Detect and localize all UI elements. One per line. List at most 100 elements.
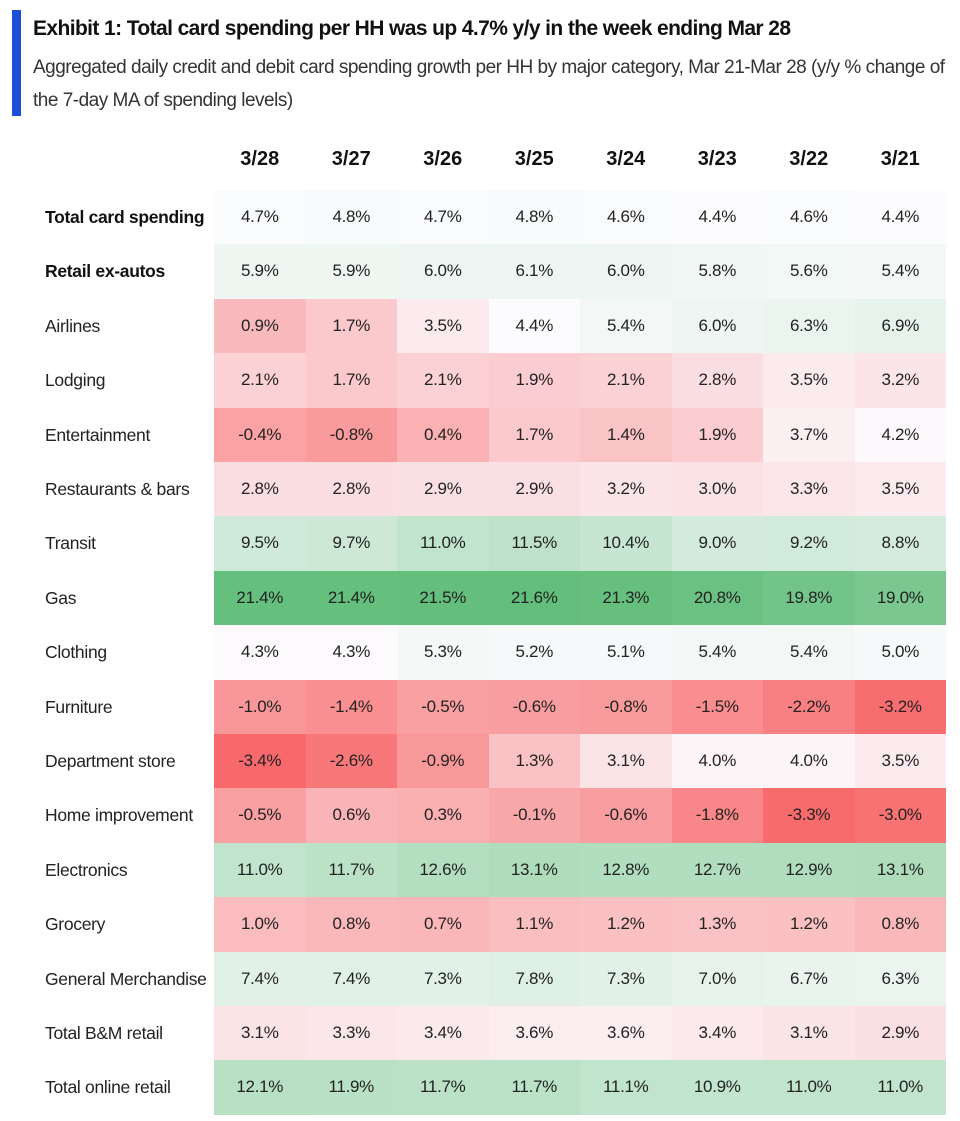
heatmap-cell: 4.6% xyxy=(763,190,855,245)
heatmap-cell: -3.2% xyxy=(854,679,946,734)
heatmap-cell: 12.9% xyxy=(763,842,855,898)
heatmap-cell: 3.1% xyxy=(580,734,672,789)
heatmap-cell: 11.0% xyxy=(397,516,489,571)
heatmap-cell: 5.9% xyxy=(305,244,397,299)
heatmap-cell: 7.0% xyxy=(671,951,763,1006)
row-label: Transit xyxy=(45,533,96,554)
column-header: 3/27 xyxy=(331,148,371,170)
heatmap-cell: 10.9% xyxy=(671,1060,763,1115)
heatmap-cell: -3.3% xyxy=(763,788,855,843)
heatmap-cell: 2.8% xyxy=(305,462,397,517)
heatmap-cell: 2.8% xyxy=(214,462,306,517)
heatmap-cell: -2.2% xyxy=(763,679,855,734)
heatmap-cell: 5.2% xyxy=(488,625,580,680)
heatmap-cell: 4.0% xyxy=(671,734,763,789)
heatmap-cell: 2.1% xyxy=(397,353,489,408)
heatmap-cell: 1.9% xyxy=(671,407,763,462)
heatmap-cell: -0.5% xyxy=(397,679,489,734)
heatmap-cell: 3.4% xyxy=(397,1006,489,1061)
heatmap-cell: -0.8% xyxy=(305,407,397,462)
heatmap-cell: 2.9% xyxy=(488,462,580,517)
row-label: Electronics xyxy=(45,859,128,880)
chart-title: Exhibit 1: Total card spending per HH wa… xyxy=(33,17,791,40)
column-header: 3/23 xyxy=(697,148,737,170)
heatmap-cell: 11.7% xyxy=(488,1060,580,1115)
heatmap-cell: 5.6% xyxy=(763,244,855,299)
heatmap-cell: 3.4% xyxy=(671,1006,763,1061)
heatmap-cell: 2.1% xyxy=(214,353,306,408)
heatmap-cell: 4.8% xyxy=(488,190,580,245)
heatmap-cell: 11.1% xyxy=(580,1060,672,1115)
heatmap-cell: 19.0% xyxy=(854,570,946,626)
heatmap-cell: 4.2% xyxy=(854,407,946,462)
heatmap-cell: 1.2% xyxy=(763,897,855,952)
heatmap-cell: 11.9% xyxy=(305,1060,397,1115)
heatmap-cell: 2.9% xyxy=(854,1006,946,1061)
heatmap-cell: 21.4% xyxy=(305,570,397,626)
column-header: 3/26 xyxy=(423,148,463,170)
row-label: Lodging xyxy=(45,370,106,391)
heatmap-cell: 3.2% xyxy=(580,462,672,517)
heatmap-cell: 0.7% xyxy=(397,897,489,952)
heatmap-cell: 1.3% xyxy=(671,897,763,952)
heatmap-cell: 4.7% xyxy=(397,190,489,245)
heatmap-cell: 21.4% xyxy=(214,570,306,626)
heatmap-cell: 5.9% xyxy=(214,244,306,299)
heatmap-cell: 21.5% xyxy=(397,570,489,626)
heatmap-cell: -3.0% xyxy=(854,788,946,843)
heatmap-cell: 2.1% xyxy=(580,353,672,408)
heatmap-cell: 4.4% xyxy=(488,298,580,354)
heatmap-cell: 11.5% xyxy=(488,516,580,571)
heatmap-cell: 6.3% xyxy=(763,298,855,354)
heatmap-cell: 5.3% xyxy=(397,625,489,680)
heatmap-cell: 1.7% xyxy=(488,407,580,462)
heatmap-cell: 9.7% xyxy=(305,516,397,571)
heatmap-cell: 11.0% xyxy=(854,1060,946,1115)
row-label: Home improvement xyxy=(45,805,193,826)
heatmap-cell: 4.3% xyxy=(214,625,306,680)
heatmap-cell: 4.3% xyxy=(305,625,397,680)
heatmap-cell: -0.5% xyxy=(214,788,306,843)
column-header: 3/21 xyxy=(880,148,920,170)
heatmap-cell: 1.3% xyxy=(488,734,580,789)
heatmap-cell: 19.8% xyxy=(763,570,855,626)
heatmap-cell: 6.0% xyxy=(580,244,672,299)
heatmap-cell: 5.1% xyxy=(580,625,672,680)
heatmap-cell: 6.9% xyxy=(854,298,946,354)
heatmap-cell: 3.6% xyxy=(580,1006,672,1061)
accent-bar xyxy=(12,10,21,116)
heatmap-cell: 9.5% xyxy=(214,516,306,571)
heatmap-cell: 9.2% xyxy=(763,516,855,571)
heatmap-cell: -0.9% xyxy=(397,734,489,789)
heatmap-cell: 10.4% xyxy=(580,516,672,571)
column-header: 3/24 xyxy=(606,148,646,170)
heatmap-cell: 3.3% xyxy=(763,462,855,517)
heatmap-cell: 3.6% xyxy=(488,1006,580,1061)
heatmap-cell: 3.7% xyxy=(763,407,855,462)
chart-subtitle: Aggregated daily credit and debit card s… xyxy=(33,57,945,111)
heatmap-cell: -0.4% xyxy=(214,407,306,462)
heatmap-cell: 7.3% xyxy=(580,951,672,1006)
heatmap-cell: 3.2% xyxy=(854,353,946,408)
heatmap-cell: 9.0% xyxy=(671,516,763,571)
heatmap-cell: 1.7% xyxy=(305,298,397,354)
heatmap-cell: 4.4% xyxy=(854,190,946,245)
heatmap-cell: -0.6% xyxy=(488,679,580,734)
heatmap-cell: 21.3% xyxy=(580,570,672,626)
heatmap-cell: 5.0% xyxy=(854,625,946,680)
heatmap-cell: -1.8% xyxy=(671,788,763,843)
heatmap-cell: 7.8% xyxy=(488,951,580,1006)
heatmap-cell: 3.5% xyxy=(397,298,489,354)
heatmap-cell: 12.1% xyxy=(214,1060,306,1115)
column-header: 3/22 xyxy=(789,148,829,170)
row-label: Total card spending xyxy=(45,207,205,227)
heatmap-cell: 0.4% xyxy=(397,407,489,462)
heatmap-cell: 4.8% xyxy=(305,190,397,245)
heatmap-cell: 1.4% xyxy=(580,407,672,462)
heatmap-cell: 3.1% xyxy=(214,1006,306,1061)
heatmap-cell: 12.7% xyxy=(671,842,763,898)
row-label: Retail ex-autos xyxy=(45,261,165,282)
heatmap-cell: 4.6% xyxy=(580,190,672,245)
heatmap-cell: 1.1% xyxy=(488,897,580,952)
heatmap-cell: 7.4% xyxy=(214,951,306,1006)
